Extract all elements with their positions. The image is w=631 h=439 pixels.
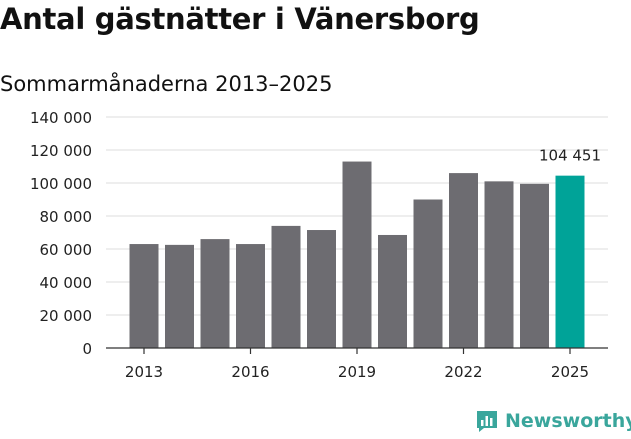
brand-name: Newsworthy [505, 410, 631, 432]
x-tick-label: 2016 [231, 363, 269, 381]
bar [236, 244, 265, 348]
x-tick-label: 2013 [125, 363, 163, 381]
bar [342, 161, 372, 348]
bar [129, 244, 159, 348]
bar [307, 230, 336, 348]
x-tick-label: 2025 [551, 363, 589, 381]
y-tick-label: 20 000 [40, 307, 93, 325]
data-label: 104 451 [539, 147, 601, 165]
x-tick-label: 2019 [338, 363, 376, 381]
y-tick-label: 60 000 [40, 241, 93, 259]
bar [413, 199, 443, 348]
bar [271, 225, 301, 348]
y-tick-label: 100 000 [30, 175, 92, 193]
y-tick-label: 40 000 [40, 274, 93, 292]
y-tick-label: 80 000 [40, 208, 93, 226]
x-tick-label: 2022 [444, 363, 482, 381]
bar [200, 239, 230, 348]
chart-subtitle: Sommarmånaderna 2013–2025 [0, 72, 333, 96]
bar [165, 244, 194, 348]
y-tick-label: 140 000 [30, 109, 92, 127]
chart-title: Antal gästnätter i Vänersborg [0, 2, 480, 36]
bar [484, 181, 514, 348]
brand-logo: Newsworthy [475, 409, 631, 433]
y-tick-label: 120 000 [30, 142, 92, 160]
bar [555, 175, 585, 348]
bar [378, 234, 407, 348]
bar [449, 173, 478, 348]
bar [520, 183, 549, 348]
bar-chart-logo-icon [477, 411, 497, 432]
y-tick-label: 0 [82, 340, 92, 358]
